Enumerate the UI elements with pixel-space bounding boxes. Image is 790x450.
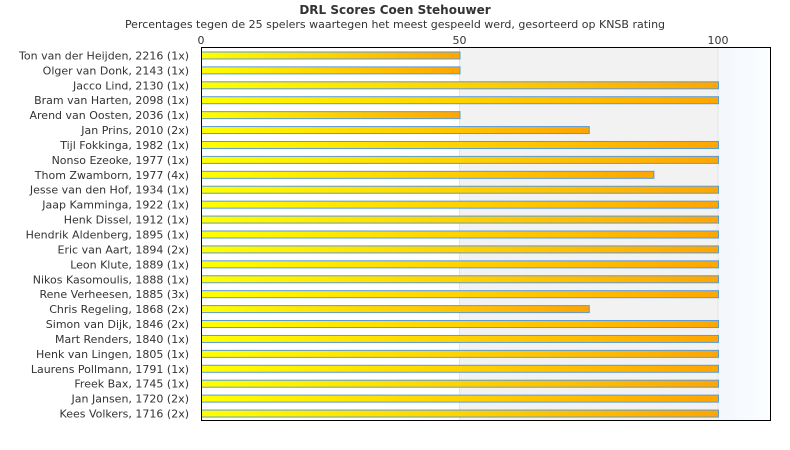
category-label: Olger van Donk, 2143 (1x) — [43, 64, 189, 77]
bar — [201, 305, 590, 314]
category-label: Chris Regeling, 1868 (2x) — [49, 303, 189, 316]
bar — [201, 185, 719, 194]
x-tick-label: 100 — [708, 34, 729, 47]
bar — [201, 66, 461, 75]
bar — [201, 200, 719, 209]
bar — [201, 111, 461, 120]
category-label: Kees Volkers, 1716 (2x) — [60, 408, 189, 421]
chart-subtitle: Percentages tegen de 25 spelers waartege… — [124, 18, 666, 31]
category-label: Jaap Kamminga, 1922 (1x) — [41, 199, 189, 212]
band-above-100 — [718, 47, 770, 420]
category-label: Jesse van den Hof, 1934 (1x) — [29, 184, 189, 197]
bar — [201, 290, 719, 299]
category-label: Henk Dissel, 1912 (1x) — [64, 214, 189, 227]
category-label: Jacco Lind, 2130 (1x) — [72, 79, 189, 92]
category-label: Thom Zwamborn, 1977 (4x) — [34, 169, 189, 182]
category-label: Simon van Dijk, 1846 (2x) — [46, 318, 189, 331]
x-tick-label: 50 — [453, 34, 467, 47]
bar — [201, 230, 719, 239]
bar — [201, 51, 461, 60]
bar — [201, 364, 719, 373]
bar — [201, 260, 719, 269]
bar — [201, 394, 719, 403]
category-label: Rene Verheesen, 1885 (3x) — [40, 288, 189, 301]
bar — [201, 140, 719, 149]
bar — [201, 170, 655, 179]
category-label: Hendrik Aldenberg, 1895 (1x) — [26, 229, 189, 242]
category-label: Arend van Oosten, 2036 (1x) — [30, 109, 190, 122]
bar — [201, 409, 719, 418]
category-label: Leon Klute, 1889 (1x) — [70, 258, 189, 271]
bar — [201, 126, 590, 135]
category-label: Nonso Ezeoke, 1977 (1x) — [52, 154, 189, 167]
category-label: Eric van Aart, 1894 (2x) — [58, 243, 189, 256]
category-label: Jan Jansen, 1720 (2x) — [71, 393, 189, 406]
category-label: Bram van Harten, 2098 (1x) — [34, 94, 189, 107]
bar — [201, 349, 719, 358]
bar — [201, 275, 719, 284]
bar — [201, 96, 719, 105]
x-tick-label: 0 — [198, 34, 205, 47]
bar — [201, 155, 719, 164]
category-label: Jan Prins, 2010 (2x) — [80, 124, 189, 137]
bar — [201, 81, 719, 90]
category-label: Tijl Fokkinga, 1982 (1x) — [59, 139, 189, 152]
category-label: Ton van der Heijden, 2216 (1x) — [18, 49, 189, 62]
bar — [201, 334, 719, 343]
category-label: Laurens Pollmann, 1791 (1x) — [31, 363, 189, 376]
plot-frame — [201, 47, 771, 421]
bar — [201, 215, 719, 224]
chart-title: DRL Scores Coen Stehouwer — [299, 3, 491, 17]
category-label: Henk van Lingen, 1805 (1x) — [36, 348, 189, 361]
category-label: Nikos Kasomoulis, 1888 (1x) — [33, 273, 189, 286]
category-label: Mart Renders, 1840 (1x) — [55, 333, 189, 346]
bar — [201, 379, 719, 388]
bar — [201, 320, 719, 329]
category-label: Freek Bax, 1745 (1x) — [74, 378, 189, 391]
bar — [201, 245, 719, 254]
